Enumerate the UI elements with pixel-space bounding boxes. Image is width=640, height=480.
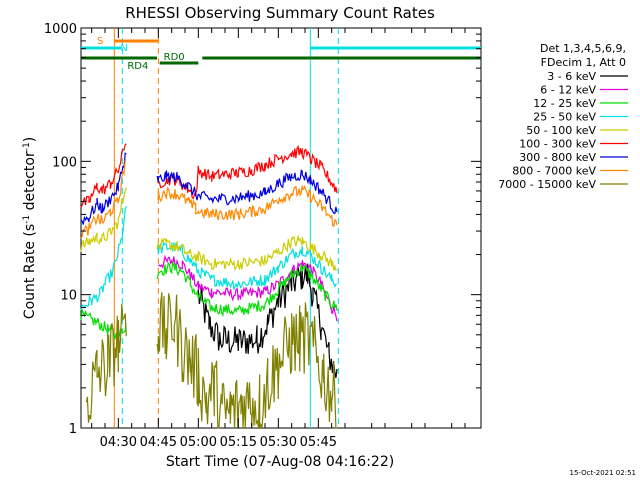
legend-header-line-2: FDecim 1, Att 0	[541, 56, 626, 69]
series-line-8	[85, 292, 337, 430]
legend-label-8: 7000 - 15000 keV	[498, 178, 596, 191]
y-tick-label-2: 100	[52, 155, 77, 170]
decimation-label-rd4: RD4	[127, 61, 148, 72]
series-line-5	[80, 143, 338, 208]
x-axis-label: Start Time (07-Aug-08 04:16:22)	[166, 454, 394, 470]
series-line-7	[80, 159, 338, 239]
legend-label-3: 25 - 50 keV	[533, 111, 596, 124]
y-axis-label-sup1: -1	[22, 215, 32, 224]
x-tick-label-3: 05:15	[220, 435, 257, 450]
legend-header-line-1: Det 1,3,4,5,6,9,	[540, 42, 626, 55]
series-line-0	[197, 261, 338, 379]
x-tick-label-4: 05:30	[260, 435, 297, 450]
legend-label-2: 12 - 25 keV	[533, 97, 596, 110]
chart-title: RHESSI Observing Summary Count Rates	[125, 4, 435, 22]
legend-label-1: 6 - 12 keV	[540, 84, 596, 97]
x-tick-label-5: 05:45	[300, 435, 337, 450]
series-lines	[80, 143, 338, 430]
attenuator-bar-label: S	[97, 36, 103, 47]
x-tick-label-2: 05:00	[180, 435, 217, 450]
plot-frame	[80, 27, 482, 429]
footer-date: 15-Oct-2021 02:51	[570, 469, 636, 477]
legend: Det 1,3,4,5,6,9, FDecim 1, Att 0 3 - 6 k…	[498, 42, 628, 191]
y-axis-label-main: Count Rate (s	[22, 224, 38, 319]
y-axis-label: Count Rate (s-1 detector-1)	[22, 137, 38, 319]
y-axis-label-mid: detector	[22, 151, 38, 215]
series-line-6	[80, 152, 338, 225]
series-line-3	[80, 205, 338, 311]
night-bar-label: N	[120, 43, 127, 54]
y-axis-label-end: )	[22, 137, 38, 142]
legend-label-0: 3 - 6 keV	[547, 70, 596, 83]
x-tick-label-1: 04:45	[140, 435, 177, 450]
y-axis-label-sup2: -1	[22, 142, 32, 151]
series-line-1	[158, 254, 338, 322]
y-tick-label-3: 1000	[44, 22, 77, 37]
legend-label-6: 300 - 800 keV	[519, 151, 596, 164]
plot-area	[80, 27, 482, 429]
series-line-2	[80, 260, 338, 344]
y-tick-label-1: 10	[60, 289, 77, 304]
legend-label-5: 100 - 300 keV	[519, 138, 596, 151]
legend-label-7: 800 - 7000 keV	[512, 165, 596, 178]
y-tick-label-0: 1	[69, 422, 77, 437]
series-line-4	[80, 187, 338, 272]
legend-label-4: 50 - 100 keV	[526, 124, 596, 137]
axes: 04:30 04:45 05:00 05:15 05:30 05:45 1 10 100 1000	[44, 22, 481, 450]
decimation-label-rd0: RD0	[164, 52, 185, 63]
x-tick-label-0: 04:30	[100, 435, 137, 450]
